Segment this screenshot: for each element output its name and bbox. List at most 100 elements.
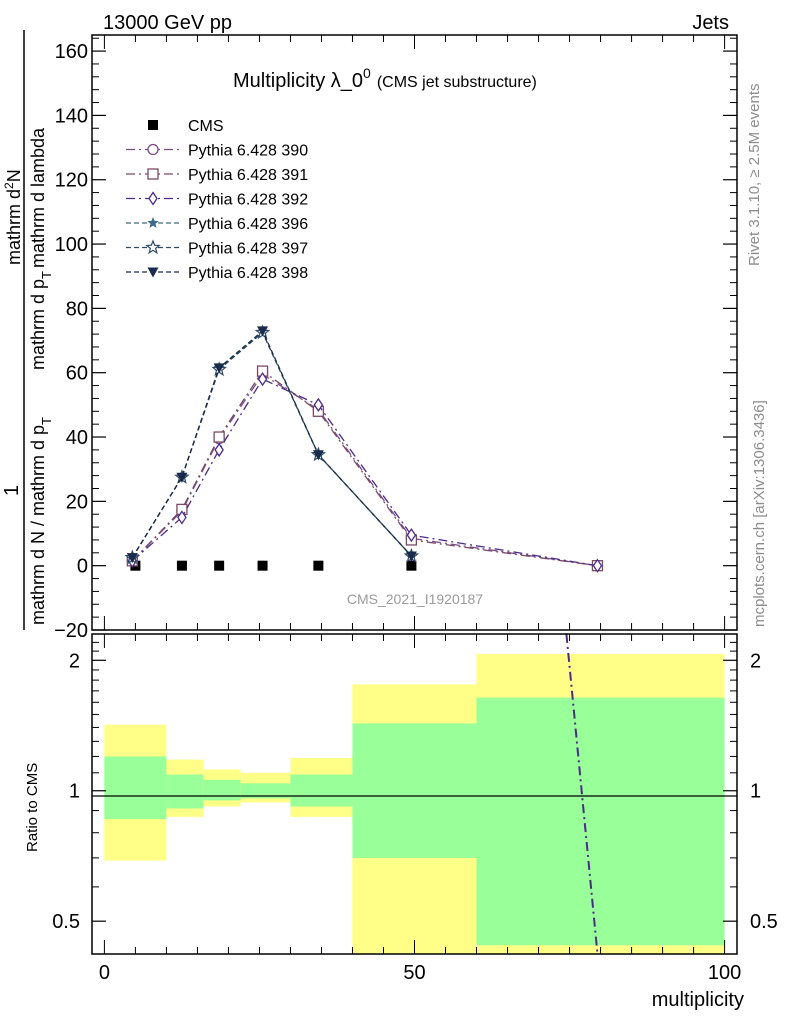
ratio-plot-frame bbox=[91, 633, 738, 955]
data-point bbox=[176, 472, 188, 483]
data-point bbox=[313, 397, 324, 413]
data-point bbox=[257, 371, 268, 387]
data-point bbox=[312, 450, 324, 461]
ratio-plot-marks bbox=[565, 633, 599, 955]
data-point bbox=[213, 431, 225, 443]
data-point bbox=[257, 560, 268, 571]
x-tick-label: 50 bbox=[403, 962, 425, 984]
y-tick-label: 160 bbox=[55, 41, 88, 63]
series-pythia-6-428-391 bbox=[126, 365, 604, 572]
analysis-id-watermark: CMS_2021_I1920187 bbox=[347, 591, 483, 607]
legend-label: Pythia 6.428 391 bbox=[188, 167, 308, 184]
series-line bbox=[131, 331, 412, 558]
series-line bbox=[131, 370, 598, 567]
y-tick-label: 0 bbox=[77, 556, 88, 578]
y-tick-label: 120 bbox=[55, 170, 88, 192]
y-tick-label: −20 bbox=[54, 620, 88, 642]
legend-item: Pythia 6.428 396 bbox=[126, 216, 308, 233]
series-pythia-6-428-392 bbox=[127, 371, 603, 573]
y-tick-label: 60 bbox=[66, 363, 88, 385]
ratio-plot-axes: 0.5 0.5 1 1 2 2 0 50 100 bbox=[52, 634, 778, 984]
legend-item: Pythia 6.428 391 bbox=[126, 167, 308, 184]
y-tick-label: 80 bbox=[66, 298, 88, 320]
svg-text:mathrm d pTmathrm d lambda: mathrm d pTmathrm d lambda bbox=[28, 127, 54, 370]
ratio-plot-panel: 0.5 0.5 1 1 2 2 0 50 100 Ratio to CMS multiplici… bbox=[24, 633, 778, 1011]
x-tick-label: 100 bbox=[708, 962, 741, 984]
legend-marker bbox=[148, 120, 158, 130]
main-plot-frame bbox=[91, 34, 738, 631]
legend-marker bbox=[148, 191, 158, 206]
data-point bbox=[406, 527, 417, 543]
data-point bbox=[257, 326, 269, 337]
legend-label: Pythia 6.428 397 bbox=[188, 241, 308, 258]
data-point bbox=[214, 560, 225, 571]
uncertainty-band-green bbox=[166, 774, 204, 809]
main-plot-axes: −20 0 20 40 60 80 100 120 140 160 bbox=[54, 35, 737, 642]
svg-text:mathrm d2N: mathrm d2N bbox=[2, 169, 24, 265]
data-point bbox=[214, 442, 224, 458]
series-pythia-6-428-396 bbox=[126, 326, 418, 563]
series-cms bbox=[130, 560, 417, 571]
main-plot-panel: −20 0 20 40 60 80 100 120 140 160 CMS Pythia 6.428… bbox=[1, 30, 738, 642]
y-tick-label: 100 bbox=[55, 234, 88, 256]
ratio-y-tick-label-right: 1 bbox=[750, 781, 761, 803]
legend-item: CMS bbox=[148, 118, 224, 135]
series-pythia-6-428-397 bbox=[124, 324, 420, 565]
legend-marker bbox=[147, 217, 159, 228]
ratio-y-tick-label: 0.5 bbox=[52, 911, 80, 933]
uncertainty-band-green bbox=[290, 774, 353, 807]
x-axis-label: multiplicity bbox=[652, 989, 744, 1011]
header-left: 13000 GeV pp bbox=[103, 12, 232, 34]
y-tick-label: 40 bbox=[66, 427, 88, 449]
legend-marker bbox=[147, 143, 159, 156]
y-tick-label: 140 bbox=[55, 105, 88, 127]
ratio-y-tick-label-right: 2 bbox=[750, 650, 761, 672]
y-axis-label: 1 mathrm d N / mathrm d pT mathrm d2N ma… bbox=[1, 30, 54, 630]
legend: CMS Pythia 6.428 390 Pythia 6.428 391 Pythi… bbox=[126, 118, 308, 282]
header-right: Jets bbox=[692, 12, 729, 34]
data-point bbox=[592, 558, 603, 573]
series-pythia-6-428-398 bbox=[126, 326, 417, 564]
uncertainty-band-green bbox=[476, 697, 725, 946]
legend-marker bbox=[147, 267, 159, 278]
legend-item: Pythia 6.428 390 bbox=[126, 143, 308, 160]
legend-label: Pythia 6.428 396 bbox=[188, 216, 308, 233]
uncertainty-band-green bbox=[203, 779, 241, 801]
legend-marker bbox=[145, 239, 161, 255]
main-plot-marks bbox=[124, 324, 604, 573]
rivet-version-label: Rivet 3.1.10, ≥ 2.5M events bbox=[746, 84, 763, 267]
legend-marker bbox=[147, 168, 159, 180]
ratio-y-axis-label: Ratio to CMS bbox=[24, 763, 41, 852]
legend-item: Pythia 6.428 392 bbox=[126, 191, 308, 209]
x-tick-label: 0 bbox=[99, 962, 110, 984]
data-point bbox=[406, 560, 417, 571]
uncertainty-band-green bbox=[104, 756, 167, 820]
legend-item: Pythia 6.428 398 bbox=[126, 265, 308, 282]
legend-item: Pythia 6.428 397 bbox=[126, 239, 308, 258]
series-line bbox=[131, 378, 598, 567]
chart-title: Multiplicity λ_00(CMS jet substructure) bbox=[233, 65, 537, 92]
data-point bbox=[313, 560, 324, 571]
data-point bbox=[405, 551, 417, 562]
ratio-y-tick-label: 1 bbox=[69, 781, 80, 803]
svg-text:mathrm d N / mathrm d pT: mathrm d N / mathrm d pT bbox=[28, 417, 54, 625]
uncertainty-band-green bbox=[352, 723, 477, 858]
legend-label: Pythia 6.428 390 bbox=[188, 143, 308, 160]
legend-label: Pythia 6.428 392 bbox=[188, 192, 308, 209]
ratio-uncertainty-bands bbox=[104, 653, 725, 954]
uncertainty-band-green bbox=[240, 783, 291, 799]
legend-label: CMS bbox=[188, 118, 224, 135]
y-tick-label: 20 bbox=[66, 491, 88, 513]
ratio-y-tick-label-right: 0.5 bbox=[750, 911, 778, 933]
series-line bbox=[131, 331, 412, 558]
svg-text:1: 1 bbox=[1, 485, 23, 496]
legend-label: Pythia 6.428 398 bbox=[188, 265, 308, 282]
series-line bbox=[131, 329, 412, 558]
ratio-series-line bbox=[565, 633, 599, 955]
mcplots-label: mcplots.cern.ch [arXiv:1306.3436] bbox=[751, 400, 768, 627]
ratio-y-tick-label: 2 bbox=[69, 650, 80, 672]
data-point bbox=[126, 553, 138, 564]
data-point bbox=[177, 510, 187, 525]
data-point bbox=[176, 560, 187, 571]
